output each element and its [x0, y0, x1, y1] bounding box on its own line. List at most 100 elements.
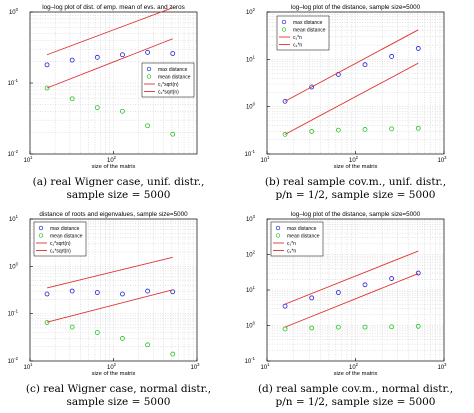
max-distance-point: [362, 282, 368, 288]
series-a-1: [44, 85, 176, 137]
caption-d-line2: p/n = 1/2, sample size = 5000: [275, 396, 436, 408]
mean-distance-point: [145, 123, 150, 129]
mean-distance-point: [120, 336, 125, 341]
x-axis-label-d: size of the matrix: [334, 371, 378, 377]
max-distance-point: [170, 51, 176, 56]
mean-distance-point: [44, 320, 50, 325]
series-a-3: [46, 38, 173, 89]
legend-label: mean distance: [50, 233, 83, 239]
chart-title-c: distance of roots and eigenvalues, sampl…: [39, 211, 188, 218]
max-distance-point: [69, 288, 75, 294]
x-tick-label: 102: [349, 155, 359, 164]
legend-marker: [281, 27, 287, 32]
legend-label: mean distance: [158, 74, 191, 80]
legend-marker: [275, 225, 281, 231]
series-b-3: [284, 62, 419, 135]
x-tick-label: 101: [23, 362, 33, 371]
max-distance-point: [389, 54, 395, 59]
fit-line: [46, 7, 173, 56]
series-b-0: [282, 46, 421, 104]
chart-a: log–log plot of dist. of emp. mean of ev…: [8, 4, 198, 170]
y-tick-label: 103: [246, 214, 256, 223]
caption-b-line1: (b) real sample cov.m., unif. distr.,: [264, 176, 447, 188]
x-tick-label: 101: [260, 155, 270, 164]
y-tick-label: 10-1: [245, 149, 256, 158]
y-tick-label: 101: [9, 214, 19, 223]
x-tick-label: 103: [190, 362, 200, 371]
series-d-2: [284, 250, 419, 305]
mean-distance-point: [69, 96, 75, 102]
grid-b: [267, 12, 444, 154]
max-distance-point: [389, 276, 395, 281]
mean-distance-point: [282, 131, 288, 137]
series-a-2: [46, 7, 173, 56]
mean-distance-point: [44, 85, 50, 91]
y-tick-label: 100: [9, 7, 19, 16]
legend-marker: [281, 19, 287, 25]
legend-label: mean distance: [293, 27, 326, 33]
legend-label: c₂*n: [287, 248, 296, 254]
fit-line: [46, 256, 173, 289]
y-tick-label: 102: [246, 7, 256, 16]
max-distance-point: [362, 62, 368, 68]
y-tick-label: 10-1: [245, 356, 256, 365]
chart-title-a: log–log plot of dist. of emp. mean of ev…: [42, 4, 184, 11]
grid-d: [267, 219, 444, 361]
mean-distance-point: [362, 324, 368, 330]
max-distance-point: [415, 46, 421, 51]
legend-label: c₂*sqrt(n): [50, 248, 71, 254]
fit-line: [284, 250, 419, 305]
chart-d: log–log plot of the distance, sample siz…: [245, 211, 448, 377]
max-distance-point: [309, 295, 315, 301]
series-d-0: [282, 270, 421, 309]
chart-c: distance of roots and eigenvalues, sampl…: [8, 211, 201, 377]
legend-label: mean distance: [287, 233, 320, 239]
max-distance-point: [120, 291, 125, 297]
x-tick-label: 101: [260, 362, 270, 371]
x-axis-label-a: size of the matrix: [92, 164, 136, 170]
mean-distance-point: [69, 324, 75, 330]
caption-a-line1: (a) real Wigner case, unif. distr.,: [32, 176, 205, 188]
series-b-2: [284, 29, 419, 102]
y-tick-label: 10-1: [8, 78, 19, 87]
max-distance-point: [145, 49, 150, 55]
legend-label: max distance: [287, 226, 317, 232]
y-tick-label: 10-2: [8, 149, 19, 158]
series-b-1: [282, 125, 421, 137]
y-tick-label: 10-2: [8, 356, 19, 365]
mean-distance-point: [389, 324, 395, 330]
legend-marker: [38, 225, 44, 231]
mean-distance-point: [309, 129, 315, 134]
series-c-3: [46, 289, 173, 323]
x-axis-label-c: size of the matrix: [92, 371, 136, 377]
y-tick-label: 101: [246, 54, 256, 63]
mean-distance-point: [94, 105, 100, 111]
mean-distance-point: [145, 342, 150, 348]
x-tick-label: 102: [107, 362, 117, 371]
max-distance-point: [69, 57, 75, 63]
legend-label: c₁*sqrt(n): [158, 82, 179, 88]
legend-label: c₁*n: [293, 35, 302, 41]
mean-distance-point: [335, 324, 341, 330]
series-c-2: [46, 256, 173, 289]
mean-distance-point: [415, 125, 421, 131]
x-tick-label: 103: [437, 155, 447, 164]
caption-a-line2: sample size = 5000: [66, 189, 171, 201]
fit-line: [284, 62, 419, 135]
x-tick-label: 102: [349, 362, 359, 371]
series-a-0: [44, 49, 176, 68]
legend-label: max distance: [50, 226, 80, 232]
caption-d-line1: (d) real sample cov.m., normal distr.,: [257, 383, 454, 395]
caption-b-line2: p/n = 1/2, sample size = 5000: [275, 189, 436, 201]
max-distance-point: [44, 62, 50, 68]
mean-distance-point: [170, 131, 176, 137]
mean-distance-point: [94, 330, 100, 335]
mean-distance-point: [335, 127, 341, 133]
y-tick-label: 10-1: [8, 309, 19, 318]
mean-distance-point: [309, 325, 315, 331]
max-distance-point: [94, 54, 100, 60]
legend-label: c₁*n: [287, 241, 296, 247]
